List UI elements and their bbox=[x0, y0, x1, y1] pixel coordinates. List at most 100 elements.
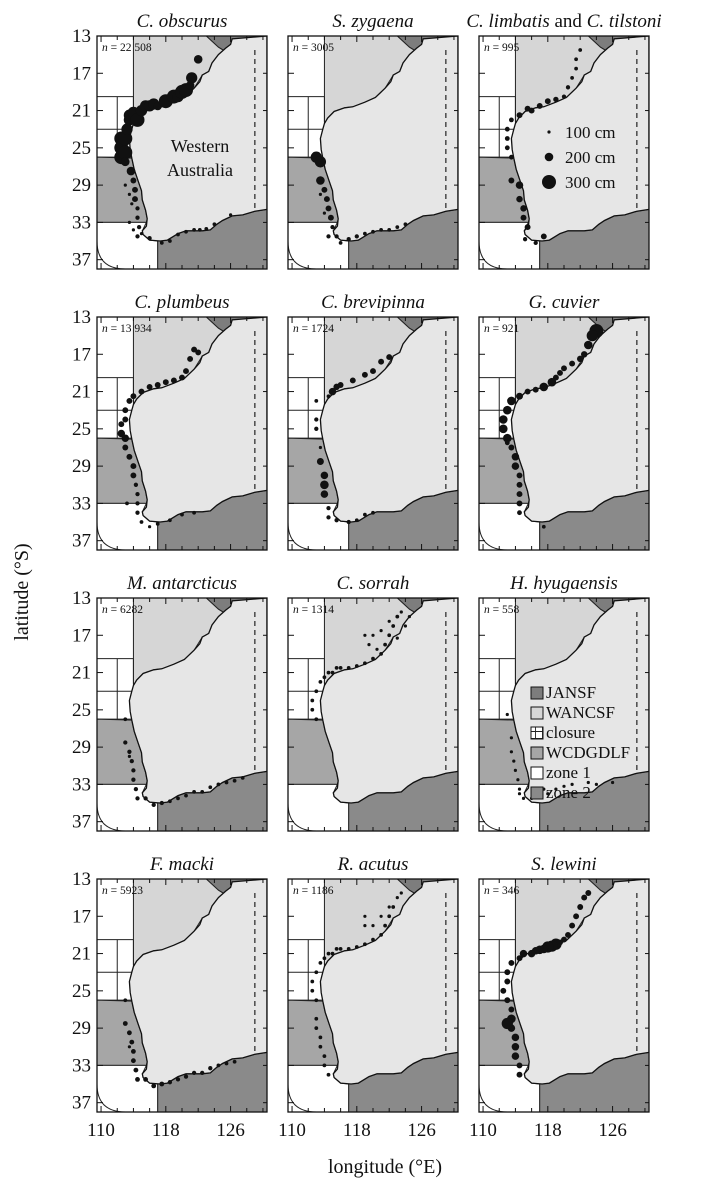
catch-point bbox=[326, 234, 331, 239]
catch-point bbox=[127, 1045, 131, 1049]
catch-point bbox=[383, 923, 387, 928]
catch-point bbox=[130, 112, 145, 127]
catch-point bbox=[387, 228, 392, 232]
catch-point bbox=[516, 778, 520, 782]
catch-point bbox=[546, 792, 550, 796]
catch-point bbox=[515, 181, 524, 189]
y-tick-label: 37 bbox=[72, 531, 91, 552]
catch-point bbox=[395, 896, 399, 900]
catch-point bbox=[130, 1058, 136, 1064]
catch-point bbox=[577, 904, 584, 910]
catch-point bbox=[180, 512, 184, 517]
panel-title: F. macki bbox=[149, 854, 214, 875]
catch-point bbox=[200, 790, 205, 794]
x-tick-label: 126 bbox=[598, 1120, 627, 1141]
zone-legend-label: zone 1 bbox=[546, 763, 591, 782]
catch-point bbox=[135, 234, 140, 239]
catch-point bbox=[118, 421, 125, 428]
catch-point bbox=[565, 931, 571, 938]
catch-point bbox=[554, 787, 558, 791]
catch-point bbox=[122, 416, 129, 423]
mainland bbox=[319, 598, 458, 804]
mainland bbox=[510, 36, 649, 242]
catch-point bbox=[123, 740, 128, 745]
catch-point bbox=[130, 1048, 136, 1054]
size-legend: 100 cm 200 cm 300 cm bbox=[542, 123, 616, 192]
catch-point bbox=[375, 647, 379, 651]
catch-point bbox=[586, 780, 590, 785]
y-tick-label: 29 bbox=[72, 175, 91, 196]
catch-point bbox=[187, 355, 194, 362]
y-tick-label: 37 bbox=[72, 812, 91, 833]
catch-point bbox=[135, 1076, 140, 1082]
catch-point bbox=[330, 670, 335, 675]
catch-point bbox=[314, 1026, 319, 1030]
catch-point bbox=[229, 213, 233, 217]
catch-point bbox=[516, 472, 523, 479]
catch-point bbox=[379, 933, 383, 937]
catch-point bbox=[318, 680, 323, 684]
catch-point bbox=[516, 195, 523, 203]
sample-size-label: n = 1186 bbox=[293, 885, 334, 897]
catch-point bbox=[504, 440, 510, 446]
y-axis-title: latitude (°S) bbox=[11, 543, 33, 640]
x-tick-label: 118 bbox=[152, 1120, 180, 1141]
catch-point bbox=[204, 227, 209, 231]
catch-point bbox=[322, 675, 327, 680]
catch-point bbox=[135, 796, 140, 801]
catch-point bbox=[322, 211, 326, 215]
mainland bbox=[128, 36, 267, 242]
catch-point bbox=[371, 924, 375, 928]
panel-title: C. obscurus bbox=[137, 11, 228, 32]
catch-point bbox=[167, 1080, 173, 1085]
catch-point bbox=[129, 1039, 135, 1045]
catch-point bbox=[508, 1006, 515, 1013]
catch-point bbox=[533, 240, 538, 246]
catch-point bbox=[524, 105, 531, 112]
size-legend-label: 200 cm bbox=[565, 148, 616, 167]
catch-point bbox=[126, 166, 136, 176]
catch-point bbox=[562, 784, 566, 788]
catch-point bbox=[573, 913, 580, 920]
catch-point bbox=[399, 610, 403, 614]
zone-legend-swatch bbox=[530, 746, 544, 760]
catch-point bbox=[504, 145, 510, 151]
map-panel: 110 118 126 S. lewini n = 346 bbox=[469, 854, 650, 1141]
catch-point bbox=[338, 241, 343, 245]
catch-point bbox=[399, 891, 403, 895]
catch-point bbox=[310, 979, 315, 984]
catch-point bbox=[501, 1017, 513, 1030]
catch-point bbox=[520, 205, 527, 212]
mainland bbox=[319, 317, 458, 523]
y-tick-label: 21 bbox=[72, 101, 91, 122]
catch-point bbox=[224, 1061, 229, 1066]
catch-point bbox=[232, 1059, 237, 1064]
y-tick-label: 13 bbox=[72, 869, 91, 890]
catch-point bbox=[123, 998, 128, 1003]
zone-legend-label: JANSF bbox=[546, 683, 596, 702]
mainland bbox=[510, 598, 649, 804]
catch-point bbox=[379, 228, 383, 232]
zone-legend-label: WCDGDLF bbox=[546, 743, 630, 762]
x-tick-label: 110 bbox=[278, 1120, 306, 1141]
catch-point bbox=[122, 407, 129, 414]
catch-point bbox=[186, 72, 198, 84]
y-tick-label: 17 bbox=[72, 344, 91, 365]
mainland bbox=[319, 879, 458, 1085]
catch-point bbox=[310, 707, 315, 712]
catch-point bbox=[363, 914, 367, 918]
catch-point bbox=[320, 490, 329, 498]
panel-title: S. zygaena bbox=[332, 11, 413, 32]
zone-legend-swatch bbox=[530, 726, 544, 740]
catch-point bbox=[580, 351, 588, 358]
catch-point bbox=[517, 792, 522, 796]
catch-point bbox=[349, 377, 356, 384]
catch-point bbox=[192, 228, 196, 232]
catch-point bbox=[379, 629, 383, 633]
catch-point bbox=[403, 624, 407, 628]
catch-point bbox=[557, 369, 563, 376]
catch-point bbox=[133, 1067, 139, 1073]
catch-point bbox=[326, 394, 331, 399]
catch-point bbox=[175, 1077, 181, 1082]
